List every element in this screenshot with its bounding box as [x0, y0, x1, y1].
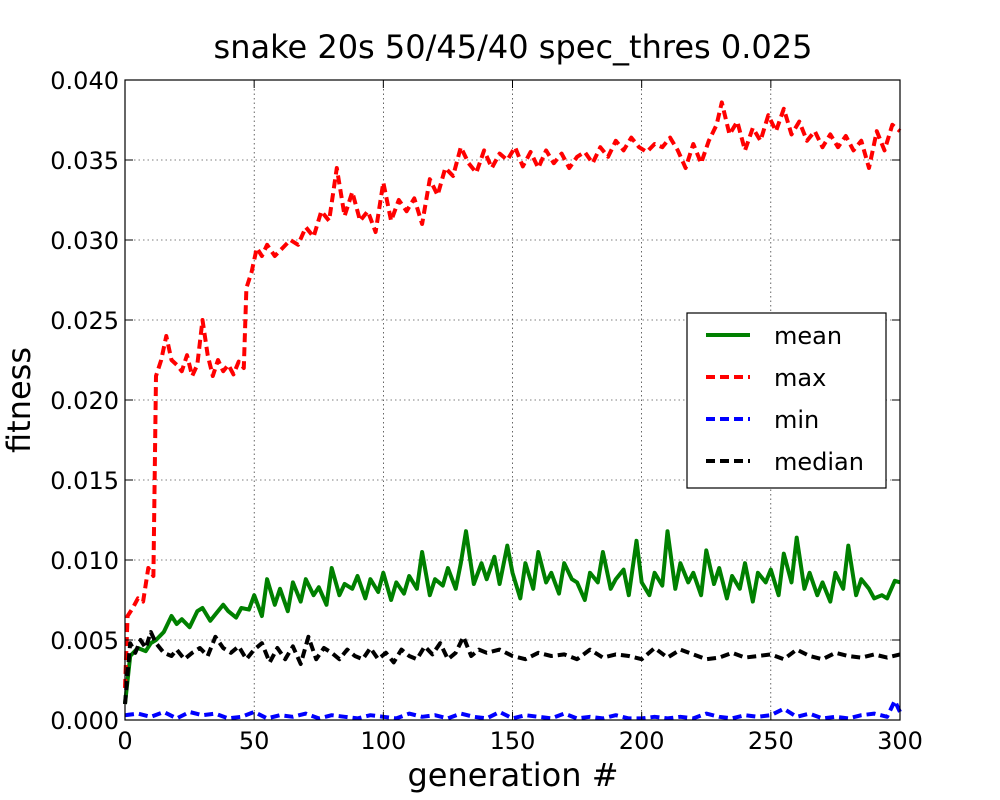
series-line-mean: [123, 529, 901, 705]
y-tick-label: 0.035: [50, 147, 119, 175]
series-line-median: [123, 630, 901, 705]
legend-label-median: median: [774, 448, 864, 476]
y-tick-label: 0.005: [50, 627, 119, 655]
y-tick-label: 0.040: [50, 67, 119, 95]
x-tick-label: 0: [117, 727, 132, 755]
legend: mean max min median: [686, 312, 887, 489]
x-tick-label: 50: [239, 727, 270, 755]
series-line-min: [124, 698, 902, 721]
y-tick-label: 0.000: [50, 707, 119, 735]
x-tick-label: 200: [619, 727, 665, 755]
y-tick-label: 0.010: [50, 547, 119, 575]
chart-title: snake 20s 50/45/40 spec_thres 0.025: [214, 28, 813, 66]
x-axis-label: generation #: [407, 756, 618, 794]
series-lines: [123, 100, 902, 721]
y-tick-labels: 0.000 0.005 0.010 0.015 0.020 0.025 0.030 0.035…: [50, 67, 119, 735]
x-tick-label: 150: [490, 727, 536, 755]
x-tick-label: 100: [360, 727, 406, 755]
x-tick-label: 250: [748, 727, 794, 755]
legend-label-min: min: [774, 406, 819, 434]
y-axis-label: fitness: [0, 347, 38, 453]
x-tick-labels: 0 50 100 150 200 250 300: [117, 727, 923, 755]
legend-box: [686, 312, 887, 489]
y-tick-label: 0.025: [50, 307, 119, 335]
series-line-max: [123, 100, 902, 689]
x-tick-label: 300: [877, 727, 923, 755]
y-tick-label: 0.020: [50, 387, 119, 415]
tick-marks: [124, 79, 901, 721]
legend-label-max: max: [774, 364, 826, 392]
y-tick-label: 0.030: [50, 227, 119, 255]
legend-label-mean: mean: [774, 322, 842, 350]
y-tick-label: 0.015: [50, 467, 119, 495]
